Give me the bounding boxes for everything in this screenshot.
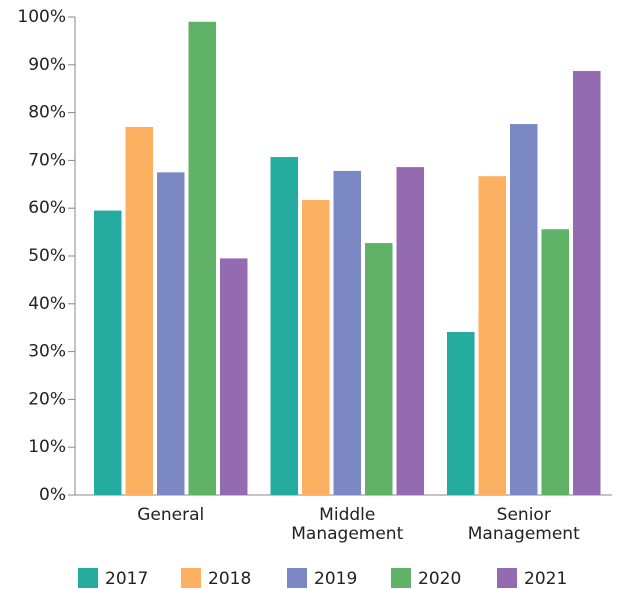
bar (188, 21, 216, 496)
y-tick-label: 50% (28, 246, 66, 266)
bar (365, 243, 393, 495)
bar (333, 170, 361, 495)
y-tick-label: 20% (28, 389, 66, 409)
y-tick-label: 30% (28, 342, 66, 362)
legend-label: 2019 (314, 569, 357, 589)
y-tick-label: 0% (39, 485, 66, 505)
y-tick-label: 60% (28, 198, 66, 218)
bar (478, 176, 506, 495)
legend-swatch (78, 568, 98, 588)
legend-swatch (181, 568, 201, 588)
bar (125, 126, 153, 495)
y-tick-label: 100% (17, 7, 66, 27)
x-tick-label: Senior Management (467, 505, 580, 544)
legend-label: 2020 (418, 569, 461, 589)
y-tick-label: 70% (28, 150, 66, 170)
legend-swatch (497, 568, 517, 588)
legend-label: 2018 (208, 569, 251, 589)
bar (270, 157, 298, 495)
bar (396, 167, 424, 496)
y-tick-label: 40% (28, 294, 66, 314)
y-tick-label: 90% (28, 55, 66, 75)
x-tick-label: Middle Management (291, 505, 404, 544)
bar (573, 71, 601, 495)
y-tick-label: 80% (28, 103, 66, 123)
legend-swatch (287, 568, 307, 588)
bar (541, 229, 569, 495)
bar (94, 210, 122, 495)
bar (447, 332, 475, 495)
bar (510, 124, 538, 496)
bar (220, 258, 248, 495)
x-tick-label: General (137, 505, 205, 525)
bar (302, 200, 330, 495)
legend-label: 2021 (524, 569, 567, 589)
legend-swatch (391, 568, 411, 588)
y-tick-label: 10% (28, 437, 66, 457)
bar (157, 172, 185, 495)
legend-label: 2017 (105, 569, 148, 589)
